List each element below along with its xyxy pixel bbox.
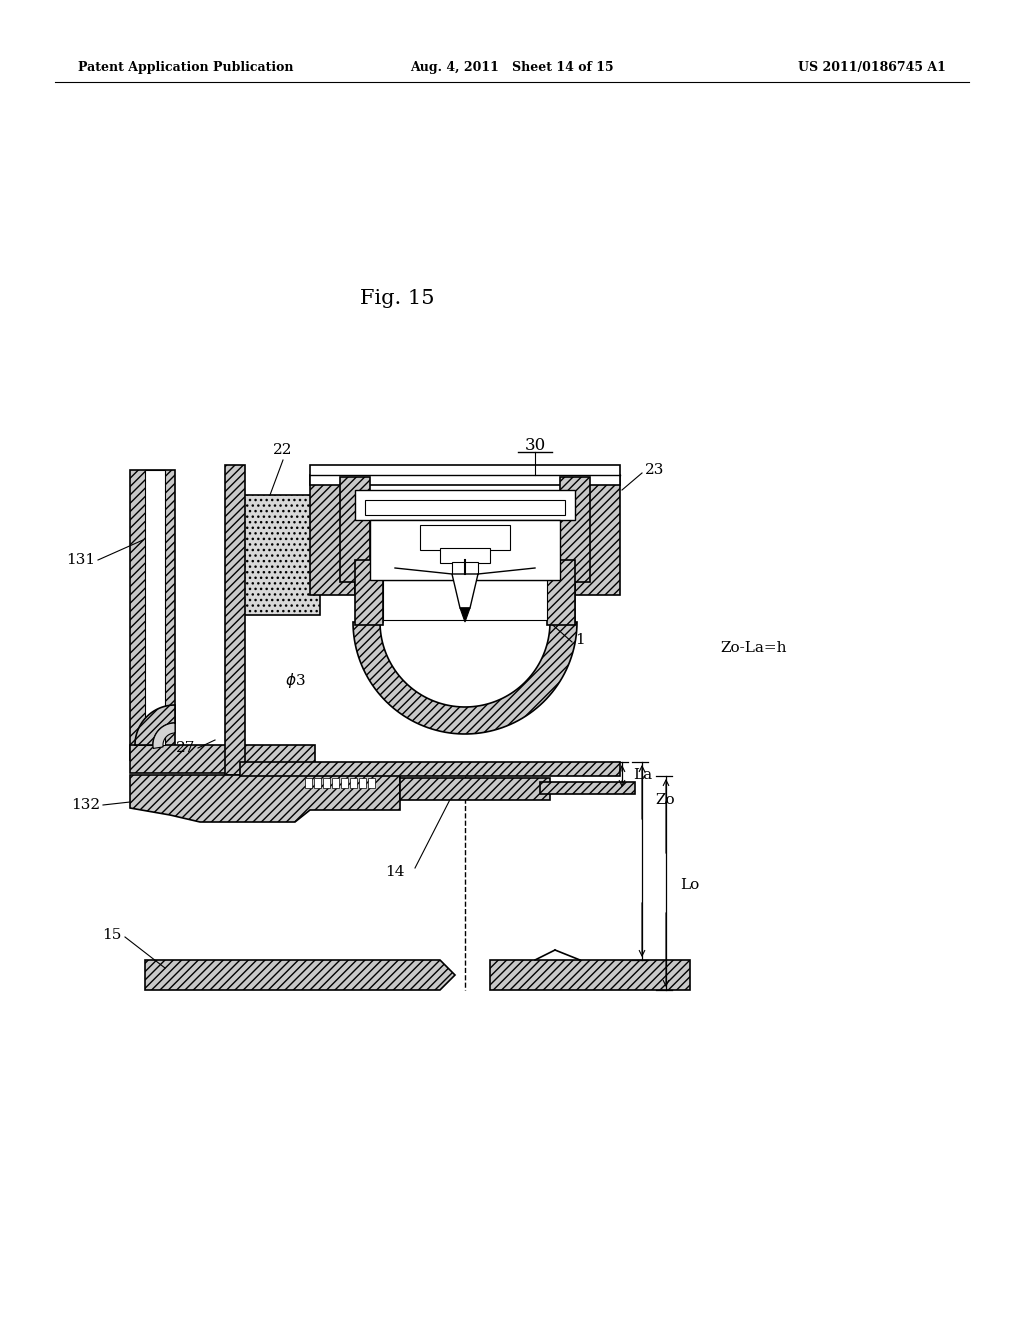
Polygon shape [145,960,455,990]
Text: Patent Application Publication: Patent Application Publication [78,62,294,74]
Bar [383,579,547,620]
Text: 30: 30 [524,437,546,454]
Bar [575,475,620,595]
Bar [225,465,245,775]
Text: Zo: Zo [655,793,675,807]
Text: Aug. 4, 2011   Sheet 14 of 15: Aug. 4, 2011 Sheet 14 of 15 [411,62,613,74]
Bar [305,777,312,788]
Bar [130,744,315,774]
Polygon shape [460,609,470,622]
Bar [310,465,620,484]
Bar [314,777,321,788]
Bar [350,777,357,788]
Bar [145,470,165,744]
Text: 14: 14 [385,865,404,879]
Bar [560,477,590,582]
Text: 15: 15 [102,928,122,942]
Text: 131: 131 [66,553,95,568]
Bar [332,777,339,788]
Text: 132: 132 [71,799,100,812]
Bar [355,490,575,520]
Text: 22: 22 [273,444,293,457]
Bar [400,777,550,800]
Polygon shape [135,705,175,744]
Bar [355,560,383,624]
Bar [370,520,560,579]
Text: Zo-La=h: Zo-La=h [720,642,786,655]
Text: Lo: Lo [680,878,699,892]
Polygon shape [452,574,478,609]
Text: US 2011/0186745 A1: US 2011/0186745 A1 [798,62,946,74]
Bar [341,777,348,788]
Polygon shape [355,560,383,622]
Bar [420,525,510,550]
Text: 1: 1 [575,634,585,647]
Text: La: La [633,768,652,781]
Bar [365,500,565,515]
Polygon shape [547,560,575,622]
Polygon shape [153,723,175,748]
Text: Fig. 15: Fig. 15 [360,289,434,308]
Bar [359,777,366,788]
Polygon shape [130,775,400,822]
Bar [240,762,620,776]
Bar [240,495,319,615]
Bar [540,781,635,795]
Bar [452,562,478,574]
Text: 27: 27 [176,741,195,755]
Text: $\phi$3: $\phi$3 [285,671,305,689]
Polygon shape [353,622,577,734]
Bar [310,475,355,595]
Bar [440,548,490,564]
Bar [130,470,175,760]
Bar [340,477,370,582]
Bar [490,960,690,990]
Bar [323,777,330,788]
Text: 23: 23 [645,463,665,477]
Bar [368,777,375,788]
Bar [547,560,575,624]
